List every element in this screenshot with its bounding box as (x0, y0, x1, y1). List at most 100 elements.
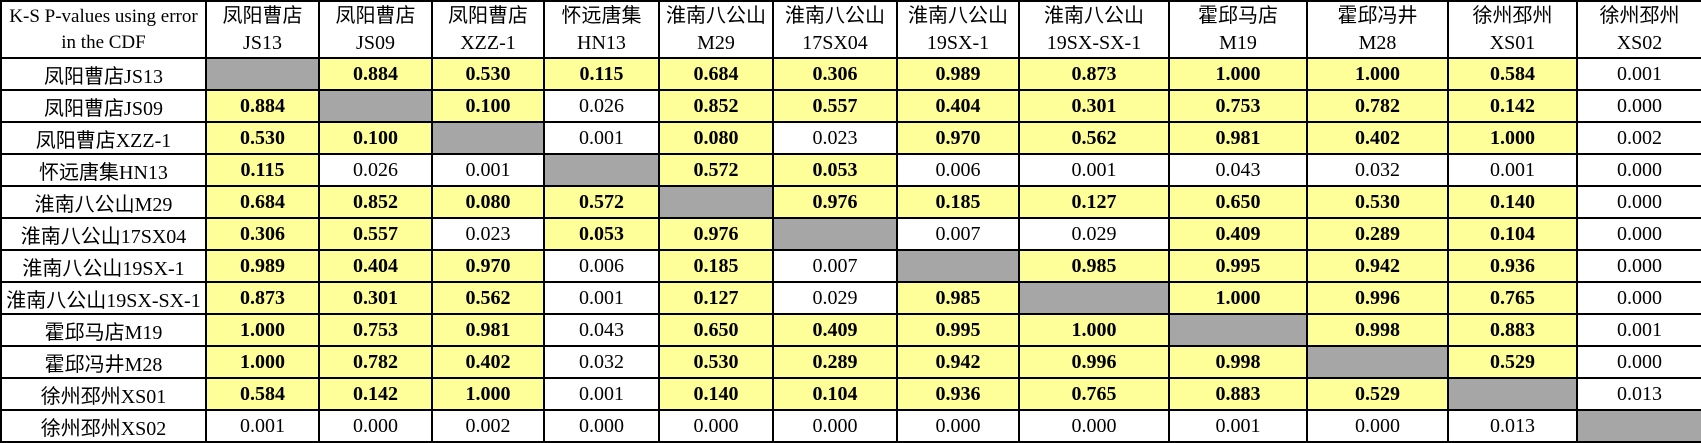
p-value-cell: 0.000 (896, 409, 1020, 443)
p-value-cell: 0.684 (658, 57, 774, 91)
p-value-cell: 0.023 (772, 121, 898, 155)
p-value-cell: 0.100 (318, 121, 433, 155)
row-label: 凤阳曹店JS13 (0, 57, 207, 91)
p-value-cell: 0.029 (772, 281, 898, 315)
p-value-cell: 1.000 (1447, 121, 1578, 155)
p-value-cell: 0.032 (543, 345, 660, 379)
p-value-cell: 0.650 (1168, 185, 1308, 219)
p-value-cell: 0.584 (205, 377, 320, 411)
p-value-cell: 1.000 (205, 313, 320, 347)
p-value-cell: 0.006 (543, 249, 660, 283)
p-value-cell: 0.306 (205, 217, 320, 251)
p-value-cell: 0.001 (543, 281, 660, 315)
p-value-cell: 0.989 (896, 57, 1020, 91)
p-value-cell: 0.026 (543, 89, 660, 123)
p-value-cell: 0.002 (431, 409, 545, 443)
p-value-cell: 0.001 (1447, 153, 1578, 187)
column-header: 凤阳曹店 JS09 (318, 0, 433, 59)
p-value-cell: 0.000 (318, 409, 433, 443)
p-value-cell: 0.001 (543, 377, 660, 411)
p-value-cell: 0.976 (658, 217, 774, 251)
row-label: 霍邱冯井M28 (0, 345, 207, 379)
p-value-cell: 0.001 (1576, 313, 1701, 347)
p-value-cell: 0.998 (1306, 313, 1449, 347)
p-value-cell: 0.007 (772, 249, 898, 283)
p-value-cell: 1.000 (1168, 281, 1308, 315)
row-label: 霍邱马店M19 (0, 313, 207, 347)
column-header-code: XS02 (1616, 31, 1663, 54)
p-value-cell: 0.572 (543, 185, 660, 219)
diagonal-cell (896, 249, 1020, 283)
table-row: 淮南八公山19SX-SX-1 0.873 0.301 0.562 0.001 0.127 0… (0, 281, 1701, 315)
table-row: 淮南八公山19SX-1 0.989 0.404 0.970 0.006 0.185 0.00… (0, 249, 1701, 283)
column-header: 淮南八公山 19SX-1 (896, 0, 1020, 59)
p-value-cell: 0.884 (318, 57, 433, 91)
column-header: 淮南八公山 17SX04 (772, 0, 898, 59)
column-header-code: 17SX04 (802, 31, 868, 54)
diagonal-cell (1576, 409, 1701, 443)
p-value-cell: 0.562 (1018, 121, 1170, 155)
p-value-cell: 0.002 (1576, 121, 1701, 155)
table-body: 凤阳曹店JS13 0.884 0.530 0.115 0.684 0.306 0.989 0.… (0, 57, 1701, 443)
column-header-region: 凤阳曹店 (448, 5, 528, 28)
table-row: 怀远唐集HN13 0.115 0.026 0.001 0.572 0.053 0.006 0.… (0, 153, 1701, 187)
p-value-cell: 0.884 (205, 89, 320, 123)
table-row: 霍邱冯井M28 1.000 0.782 0.402 0.032 0.530 0.289 0.9… (0, 345, 1701, 379)
p-value-cell: 0.998 (1168, 345, 1308, 379)
p-value-cell: 0.001 (205, 409, 320, 443)
row-label: 凤阳曹店XZZ-1 (0, 121, 207, 155)
p-value-cell: 0.529 (1447, 345, 1578, 379)
p-value-cell: 0.753 (318, 313, 433, 347)
column-header: 霍邱马店 M19 (1168, 0, 1308, 59)
diagonal-cell (1018, 281, 1170, 315)
p-value-cell: 0.996 (1018, 345, 1170, 379)
p-value-cell: 0.995 (1168, 249, 1308, 283)
header-row: K-S P-values using error in the CDF 凤阳曹店… (0, 0, 1701, 59)
p-value-cell: 0.000 (1576, 185, 1701, 219)
p-value-cell: 0.080 (431, 185, 545, 219)
p-value-cell: 1.000 (1306, 57, 1449, 91)
p-value-cell: 0.942 (1306, 249, 1449, 283)
p-value-cell: 0.000 (1576, 89, 1701, 123)
p-value-cell: 0.404 (318, 249, 433, 283)
column-header-region: 淮南八公山 (666, 5, 766, 28)
diagonal-cell (772, 217, 898, 251)
p-value-cell: 0.584 (1447, 57, 1578, 91)
table-header: K-S P-values using error in the CDF 凤阳曹店… (0, 0, 1701, 59)
column-header: 淮南八公山 M29 (658, 0, 774, 59)
p-value-cell: 0.557 (318, 217, 433, 251)
p-value-cell: 0.301 (1018, 89, 1170, 123)
p-value-cell: 0.142 (318, 377, 433, 411)
p-value-cell: 0.000 (1576, 345, 1701, 379)
p-value-cell: 0.970 (896, 121, 1020, 155)
p-value-cell: 0.650 (658, 313, 774, 347)
p-value-cell: 0.000 (1576, 153, 1701, 187)
p-value-cell: 1.000 (1168, 57, 1308, 91)
column-header: 凤阳曹店 XZZ-1 (431, 0, 545, 59)
column-header: 凤阳曹店 JS13 (205, 0, 320, 59)
column-header-region: 徐州邳州 (1599, 5, 1680, 28)
p-value-cell: 0.883 (1168, 377, 1308, 411)
column-header-code: 19SX-SX-1 (1046, 31, 1142, 54)
p-value-cell: 0.140 (1447, 185, 1578, 219)
p-value-cell: 0.000 (543, 409, 660, 443)
p-value-cell: 0.000 (658, 409, 774, 443)
diagonal-cell (1306, 345, 1449, 379)
table-row: 徐州邳州XS01 0.584 0.142 1.000 0.001 0.140 0.104 0.… (0, 377, 1701, 411)
column-header-region: 凤阳曹店 (335, 5, 416, 28)
p-value-cell: 0.530 (431, 57, 545, 91)
p-value-cell: 0.529 (1306, 377, 1449, 411)
p-value-cell: 0.001 (543, 121, 660, 155)
table-row: 徐州邳州XS02 0.001 0.000 0.002 0.000 0.000 0.000 0.… (0, 409, 1701, 443)
p-value-cell: 0.976 (772, 185, 898, 219)
p-value-cell: 0.023 (431, 217, 545, 251)
p-value-cell: 0.981 (431, 313, 545, 347)
p-value-cell: 0.936 (1447, 249, 1578, 283)
column-header-code: JS09 (356, 31, 395, 54)
diagonal-cell (318, 89, 433, 123)
table-row: 凤阳曹店XZZ-1 0.530 0.100 0.001 0.080 0.023 0.970 0… (0, 121, 1701, 155)
p-value-cell: 0.043 (1168, 153, 1308, 187)
p-value-cell: 0.140 (658, 377, 774, 411)
column-header: 徐州邳州 XS01 (1447, 0, 1578, 59)
table-row: 淮南八公山M29 0.684 0.852 0.080 0.572 0.976 0.185 0.… (0, 185, 1701, 219)
